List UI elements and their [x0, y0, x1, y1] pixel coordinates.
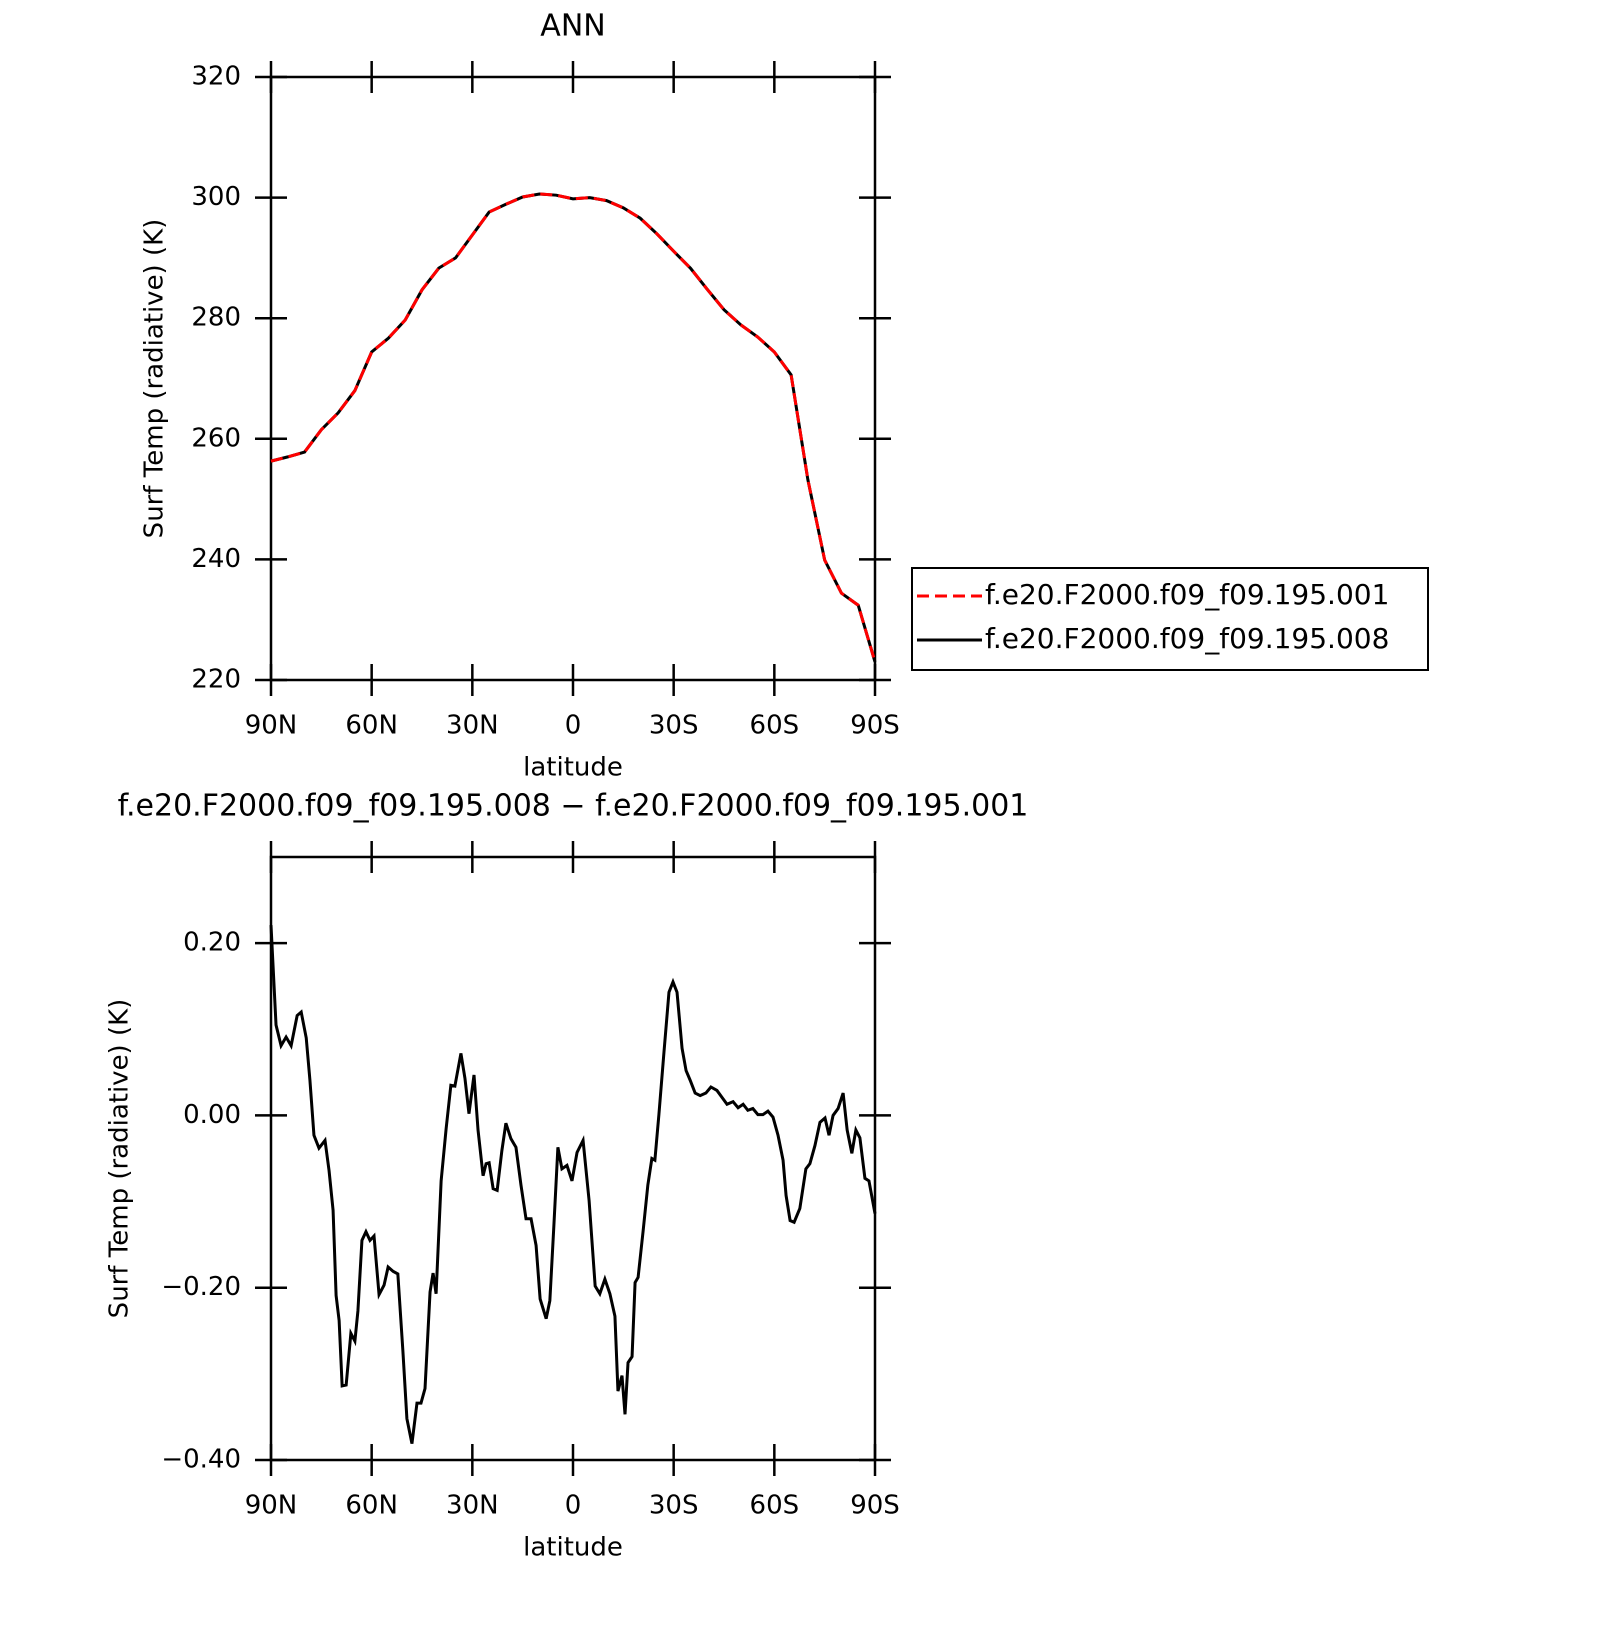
data-line: [269, 924, 877, 1444]
y-axis-label: Surf Temp (radiative) (K): [105, 999, 135, 1319]
y-tick-label: 320: [191, 62, 241, 92]
y-tick-label: −0.40: [161, 1445, 241, 1475]
x-tick-label: 30S: [649, 1491, 699, 1521]
y-tick-label: 260: [191, 423, 241, 453]
legend-box: [911, 567, 1429, 671]
x-axis-label: latitude: [523, 753, 623, 783]
y-tick-label: 300: [191, 182, 241, 212]
x-tick-label: 0: [565, 711, 582, 741]
x-tick-label: 60S: [750, 711, 800, 741]
y-tick-label: 0.00: [183, 1100, 241, 1130]
x-tick-label: 60N: [345, 711, 398, 741]
x-tick-label: 90S: [850, 711, 900, 741]
x-tick-label: 30S: [649, 711, 699, 741]
y-tick-label: 0.20: [183, 928, 241, 958]
x-tick-label: 90N: [245, 1491, 298, 1521]
y-tick-label: −0.20: [161, 1272, 241, 1302]
x-tick-label: 60S: [750, 1491, 800, 1521]
x-tick-label: 0: [565, 1491, 582, 1521]
y-tick-label: 280: [191, 303, 241, 333]
x-axis-label: latitude: [523, 1533, 623, 1563]
legend-label: f.e20.F2000.f09_f09.195.001: [985, 578, 1389, 611]
legend-label: f.e20.F2000.f09_f09.195.008: [985, 622, 1389, 655]
x-tick-label: 30N: [446, 1491, 499, 1521]
y-axis-label: Surf Temp (radiative) (K): [140, 219, 170, 539]
y-tick-label: 220: [191, 665, 241, 695]
x-tick-label: 90N: [245, 711, 298, 741]
plot-frame: [269, 855, 877, 1462]
x-tick-label: 30N: [446, 711, 499, 741]
chart-title: ANN: [540, 9, 605, 44]
x-tick-label: 60N: [345, 1491, 398, 1521]
chart-title: f.e20.F2000.f09_f09.195.008 − f.e20.F200…: [118, 789, 1029, 824]
data-line: [270, 192, 877, 663]
y-tick-label: 240: [191, 544, 241, 574]
x-tick-label: 90S: [850, 1491, 900, 1521]
data-line: [270, 192, 877, 663]
